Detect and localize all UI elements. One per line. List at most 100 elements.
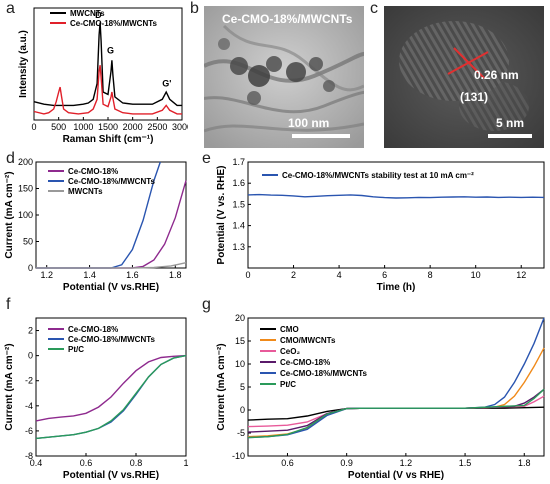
x-tick-label: 1000	[73, 122, 93, 132]
x-tick-label: 2	[291, 270, 296, 280]
legend-label: Ce-CMO-18%/MWCNTs	[70, 19, 158, 28]
legend-label: Ce-CMO-18%/MWCNTs	[68, 335, 156, 344]
x-tick-label: 1.2	[400, 458, 413, 468]
plot-frame	[247, 161, 545, 269]
y-tick-label: -2	[25, 376, 33, 386]
x-axis-label: Potential (V vs RHE)	[348, 470, 444, 481]
y-axis-label: Potential (V vs. RHE)	[216, 166, 227, 265]
series-line	[247, 406, 545, 421]
x-tick-label: 0	[31, 122, 36, 132]
series-line	[35, 354, 187, 440]
legend-label: Pt/C	[68, 345, 84, 354]
y-tick-label: 150	[18, 184, 33, 194]
peak-annotation: D	[95, 10, 102, 20]
x-tick-label: 12	[516, 270, 526, 280]
y-tick-label: -6	[25, 426, 33, 436]
series-line	[35, 354, 187, 422]
stability-chart: 0 2 4 6 8 10 12 1.3 1.4 1.5 1.6 1.7 Time (h) Potentia…	[216, 157, 545, 293]
oer-polarization-chart: 1.2 1.4 1.6 1.8 0 50 100 150 200 Potential (V vs.…	[4, 157, 187, 293]
bifunctional-chart: 0.6 0.9 1.2 1.5 1.8 -10 -5 0 5 10 15 20 Potential (V…	[216, 313, 545, 481]
x-tick-label: 2000	[123, 122, 143, 132]
y-tick-label: 5	[240, 382, 245, 392]
x-tick-label: 1500	[98, 122, 118, 132]
x-tick-label: 0.9	[340, 458, 353, 468]
y-axis-label: Current (mA cm⁻²)	[216, 343, 227, 430]
panel-label-d: d	[6, 150, 15, 167]
panel-label-c: c	[370, 0, 378, 17]
x-tick-label: 500	[51, 122, 66, 132]
legend-label: MWCNTs	[70, 9, 105, 18]
panel-label-b: b	[190, 0, 199, 17]
x-tick-label: 8	[428, 270, 433, 280]
legend-label: Ce-CMO-18%	[68, 325, 118, 334]
hrtem-scale-label: 5 nm	[496, 116, 525, 130]
x-tick-label: 6	[382, 270, 387, 280]
x-tick-label: 1.2	[40, 270, 53, 280]
legend-label: Pt/C	[280, 380, 296, 389]
orr-polarization-chart: 0.4 0.6 0.8 1 2 0 -2 -4 -6 -8 Potential (V vs.RHE)…	[4, 317, 189, 481]
y-tick-label: 10	[235, 359, 245, 369]
x-tick-label: 1	[183, 458, 188, 468]
plot-frame	[35, 317, 187, 457]
legend-label: CeO₂	[280, 347, 300, 356]
hrtem-image: 0.26 nm (131) 5 nm	[384, 6, 544, 148]
x-axis-label: Potential (V vs.RHE)	[63, 470, 159, 481]
y-axis-label: Current (mA cm⁻²)	[4, 343, 15, 430]
legend-label: Ce-CMO-18%	[68, 167, 118, 176]
x-tick-label: 1.4	[83, 270, 96, 280]
x-tick-label: 3000	[172, 122, 188, 132]
tem-title: Ce-CMO-18%/MWCNTs	[222, 12, 353, 26]
series-line	[36, 180, 187, 269]
tem-scale-label: 100 nm	[288, 116, 330, 130]
legend-label: CMO	[280, 325, 299, 334]
lattice-spacing: 0.26 nm	[474, 68, 519, 82]
x-tick-label: 1.5	[459, 458, 472, 468]
y-tick-label: 200	[18, 157, 33, 167]
tem-scale-bar	[292, 134, 350, 138]
x-tick-label: 0.6	[281, 458, 294, 468]
x-tick-label: 1.8	[169, 270, 182, 280]
hrtem-scale-bar	[488, 134, 532, 138]
series-line	[247, 388, 545, 433]
y-tick-label: -8	[25, 451, 33, 461]
legend-label: Ce-CMO-18%/MWCNTs stability test at 10 m…	[282, 171, 474, 180]
y-tick-label: 0	[28, 351, 33, 361]
x-tick-label: 1.8	[518, 458, 531, 468]
legend-label: MWCNTs	[68, 187, 103, 196]
panel-label-e: e	[202, 150, 211, 167]
y-tick-label: -5	[237, 428, 245, 438]
x-tick-label: 0	[245, 270, 250, 280]
y-axis-label: Intensity (a.u.)	[18, 30, 29, 98]
y-tick-label: 1.3	[232, 242, 245, 252]
series-line	[247, 388, 545, 439]
y-tick-label: -4	[25, 401, 33, 411]
hrtem-image-drawing	[384, 6, 544, 148]
x-tick-label: 4	[337, 270, 342, 280]
series-line	[36, 262, 187, 269]
panel-label-a: a	[6, 0, 15, 17]
x-tick-label: 2500	[147, 122, 167, 132]
y-tick-label: 20	[235, 313, 245, 323]
y-axis-label: Current (mA cm⁻²)	[4, 171, 15, 258]
legend-label: Ce-CMO-18%	[280, 358, 330, 367]
y-tick-label: 0	[28, 263, 33, 273]
y-tick-label: 0	[240, 405, 245, 415]
series-line	[33, 65, 182, 115]
y-tick-label: 1.5	[232, 199, 245, 209]
y-tick-label: 1.6	[232, 178, 245, 188]
peak-annotation: G'	[162, 78, 171, 88]
y-tick-label: 100	[18, 210, 33, 220]
x-tick-label: 0.6	[80, 458, 93, 468]
peak-annotation: G	[107, 45, 114, 55]
y-tick-label: 1.7	[232, 157, 245, 167]
legend-label: Ce-CMO-18%/MWCNTs	[68, 177, 156, 186]
y-tick-label: 1.4	[232, 221, 245, 231]
panel-label-f: f	[6, 296, 11, 313]
series-line	[33, 22, 182, 107]
y-tick-label: 15	[235, 336, 245, 346]
x-axis-label: Potential (V vs.RHE)	[63, 282, 159, 293]
tem-image: Ce-CMO-18%/MWCNTs 100 nm	[204, 6, 364, 148]
x-tick-label: 0.4	[30, 458, 43, 468]
x-tick-label: 10	[471, 270, 481, 280]
y-tick-label: 50	[23, 237, 33, 247]
